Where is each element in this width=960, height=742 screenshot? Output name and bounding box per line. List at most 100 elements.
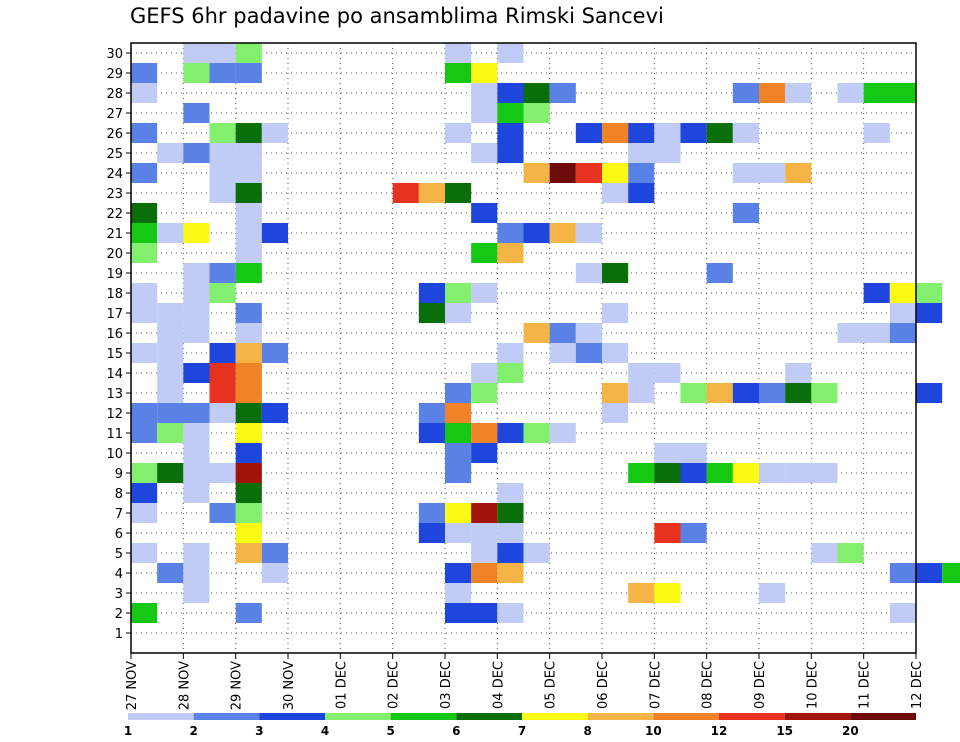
legend-label: 4 (321, 724, 329, 738)
heat-cell (209, 363, 236, 383)
legend-swatch (522, 713, 588, 720)
heat-cell (497, 523, 524, 543)
heat-cell (183, 263, 210, 283)
heat-cell (602, 343, 629, 363)
heat-cell (157, 223, 184, 243)
heat-cell (863, 283, 890, 303)
heat-cell (628, 583, 655, 603)
x-tick-label: 27 NOV (125, 661, 140, 710)
x-tick-label: 28 NOV (177, 661, 192, 710)
heat-cell (131, 603, 158, 623)
heat-cell (157, 563, 184, 583)
y-tick-label: 28 (106, 87, 123, 102)
y-tick-label: 15 (106, 347, 123, 362)
heat-cell (445, 123, 472, 143)
y-tick-label: 14 (106, 367, 123, 382)
heat-cell (654, 363, 681, 383)
heat-cell (497, 123, 524, 143)
heat-cell (235, 123, 262, 143)
heat-cell (235, 323, 262, 343)
heat-cell (418, 503, 445, 523)
heat-cell (183, 543, 210, 563)
x-tick-label: 07 DEC (648, 661, 663, 709)
heat-cell (131, 343, 158, 363)
heat-cell (183, 323, 210, 343)
y-tick-label: 30 (106, 47, 123, 62)
heat-cell (549, 423, 576, 443)
heat-cell (863, 83, 916, 103)
heat-cell (654, 463, 681, 483)
heat-cell (235, 363, 262, 383)
heat-cell (235, 503, 262, 523)
heat-cell (549, 323, 576, 343)
heat-cell (785, 463, 838, 483)
heat-cell (235, 143, 262, 163)
heat-cell (261, 343, 288, 363)
legend-label: 7 (518, 724, 526, 738)
heat-cell (628, 183, 655, 203)
y-tick-label: 9 (115, 467, 123, 482)
y-tick-label: 19 (106, 267, 123, 282)
x-tick-label: 01 DEC (334, 661, 349, 709)
heat-cell (680, 383, 707, 403)
heat-cell (261, 223, 288, 243)
heat-cell (497, 83, 524, 103)
heat-cell (209, 123, 236, 143)
legend-swatch (784, 713, 851, 720)
heat-cell (602, 383, 629, 403)
heat-cell (523, 423, 550, 443)
heat-cell (471, 203, 498, 223)
legend-swatch (587, 713, 654, 720)
heat-cell (863, 123, 890, 143)
plot-frame (130, 42, 917, 654)
y-tick-label: 23 (106, 187, 123, 202)
heat-cell (471, 523, 498, 543)
heat-cell (209, 263, 236, 283)
heat-cell (732, 383, 759, 403)
heat-cell (235, 483, 262, 503)
heat-cell (209, 403, 236, 423)
heat-cell (183, 363, 210, 383)
legend-swatch (390, 713, 457, 720)
heat-cell (418, 303, 445, 323)
heat-cell (628, 163, 655, 183)
legend-swatch (653, 713, 719, 720)
heat-cell (471, 363, 498, 383)
heat-cell (602, 263, 629, 283)
y-tick-label: 20 (106, 247, 123, 262)
legend-swatch (850, 713, 916, 720)
heat-cell (261, 403, 288, 423)
heat-cell (523, 223, 550, 243)
legend-swatch (719, 713, 785, 720)
y-tick-label: 21 (106, 227, 123, 242)
heat-cell (889, 603, 916, 623)
legend-label: 5 (386, 724, 394, 738)
heat-cell (209, 343, 236, 363)
heat-cell (523, 83, 550, 103)
heat-cell (235, 423, 262, 443)
heat-cell (916, 383, 943, 403)
y-tick-label: 29 (106, 67, 123, 82)
heat-cell (445, 283, 472, 303)
y-tick-label: 2 (115, 607, 123, 622)
heat-cell (654, 523, 681, 543)
heat-cell (209, 163, 262, 183)
heat-cell (523, 103, 550, 123)
heat-cell (157, 403, 210, 423)
heat-cell (497, 423, 524, 443)
heat-cell (445, 603, 498, 623)
heat-cell (497, 43, 524, 63)
heat-cell (209, 63, 236, 83)
heat-cell (654, 583, 681, 603)
y-tick-label: 10 (106, 447, 123, 462)
x-tick-label: 05 DEC (544, 661, 559, 709)
x-tick-label: 08 DEC (701, 661, 716, 709)
legend-label: 3 (255, 724, 263, 738)
x-tick-label: 11 DEC (858, 661, 873, 709)
heat-cell (837, 83, 864, 103)
legend-swatch (128, 713, 194, 720)
heat-cell (575, 323, 602, 343)
heat-cell (445, 423, 472, 443)
heat-cell (235, 243, 262, 263)
heat-cell (131, 503, 158, 523)
